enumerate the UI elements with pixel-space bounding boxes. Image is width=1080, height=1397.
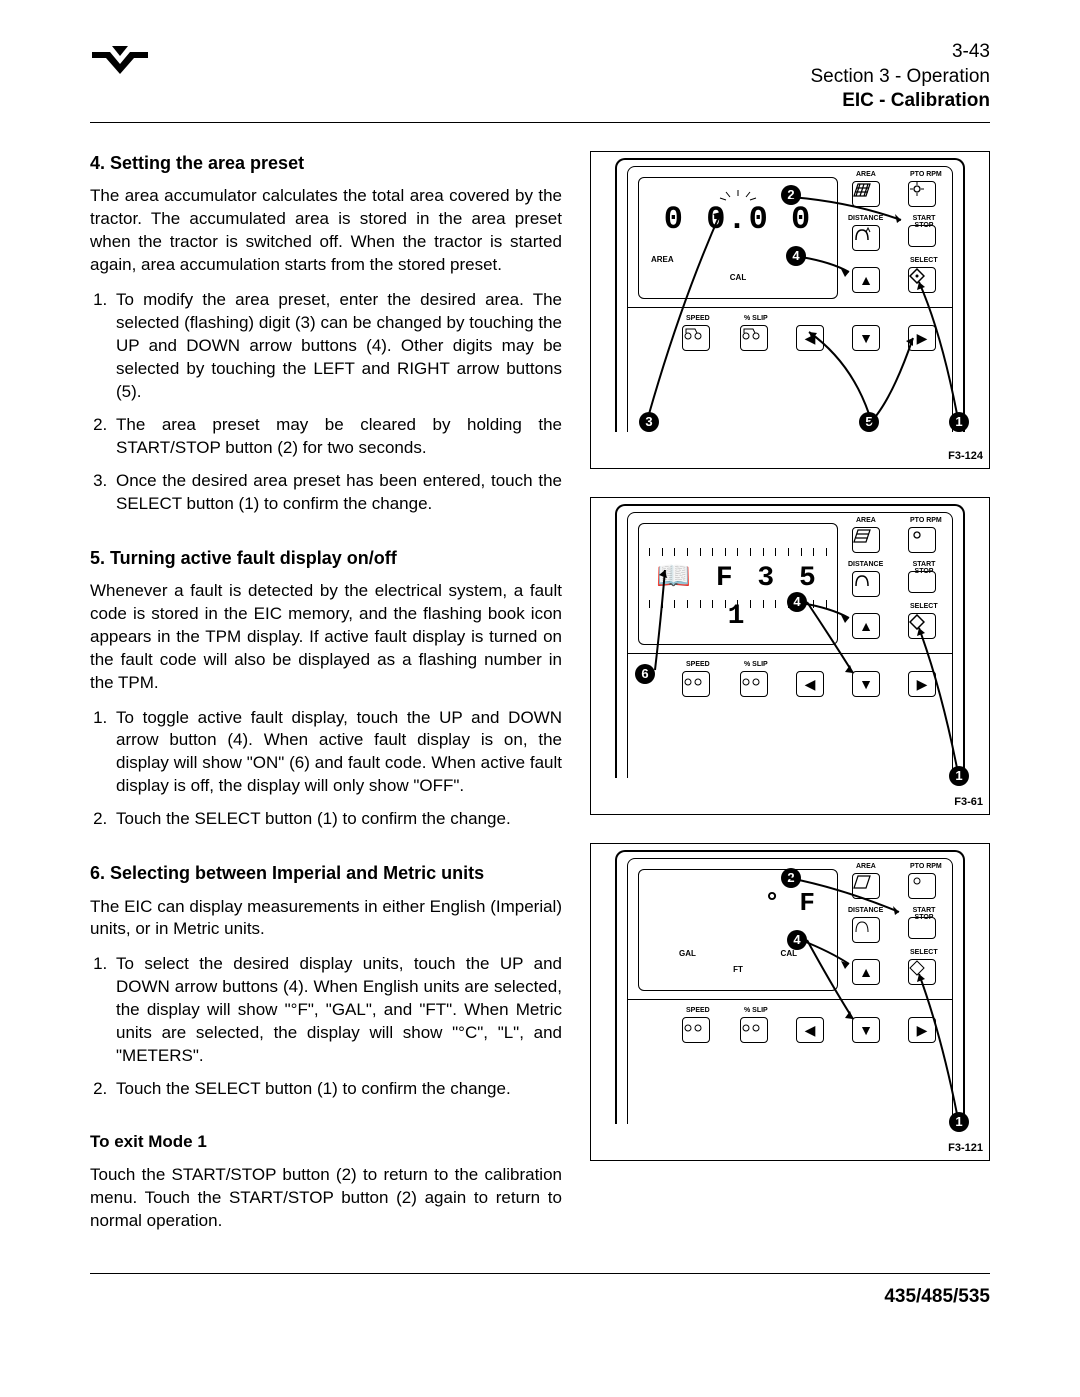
figure-caption: F3-61 xyxy=(954,795,983,810)
figure-caption: F3-124 xyxy=(948,449,983,464)
page-number: 3-43 xyxy=(810,40,990,65)
figure-caption: F3-121 xyxy=(948,1141,983,1156)
footer-model: 435/485/535 xyxy=(90,1284,990,1310)
list-item: To toggle active fault display, touch th… xyxy=(112,707,562,799)
figure-f3-121: ° F GAL CAL FT AREA PTO RPM DISTANCE STA… xyxy=(590,843,990,1161)
section4-intro: The area accumulator calculates the tota… xyxy=(90,185,562,277)
figure-f3-124: 0 0.0 0 AREA CAL AREA PTO RPM DISTANCE S… xyxy=(590,151,990,469)
pointer-lines xyxy=(591,498,991,816)
list-item: To select the desired display units, tou… xyxy=(112,953,562,1068)
exit-heading: To exit Mode 1 xyxy=(90,1131,562,1154)
section5-heading: 5. Turning active fault display on/off xyxy=(90,546,562,570)
section-name: Section 3 - Operation xyxy=(810,65,990,90)
section6-intro: The EIC can display measurements in eith… xyxy=(90,896,562,942)
rule-top xyxy=(90,122,990,123)
header: 3-43 Section 3 - Operation EIC - Calibra… xyxy=(90,40,990,114)
section6-steps: To select the desired display units, tou… xyxy=(90,953,562,1101)
exit-body: Touch the START/STOP button (2) to retur… xyxy=(90,1164,562,1233)
section4-heading: 4. Setting the area preset xyxy=(90,151,562,175)
page-title: EIC - Calibration xyxy=(810,89,990,114)
list-item: Once the desired area preset has been en… xyxy=(112,470,562,516)
list-item: Touch the SELECT button (1) to confirm t… xyxy=(112,808,562,831)
section5-intro: Whenever a fault is detected by the elec… xyxy=(90,580,562,695)
figure-column: 0 0.0 0 AREA CAL AREA PTO RPM DISTANCE S… xyxy=(590,151,990,1245)
list-item: To modify the area preset, enter the des… xyxy=(112,289,562,404)
logo xyxy=(90,40,150,87)
header-text: 3-43 Section 3 - Operation EIC - Calibra… xyxy=(810,40,990,114)
figure-f3-61: 📖 F 3 5 1 AREA PTO RPM DISTANCE STARTSTO… xyxy=(590,497,990,815)
list-item: Touch the SELECT button (1) to confirm t… xyxy=(112,1078,562,1101)
section5-steps: To toggle active fault display, touch th… xyxy=(90,707,562,832)
pointer-lines xyxy=(591,152,991,470)
text-column: 4. Setting the area preset The area accu… xyxy=(90,151,562,1245)
pointer-lines xyxy=(591,844,991,1162)
section4-steps: To modify the area preset, enter the des… xyxy=(90,289,562,515)
list-item: The area preset may be cleared by holdin… xyxy=(112,414,562,460)
rule-bottom xyxy=(90,1273,990,1274)
section6-heading: 6. Selecting between Imperial and Metric… xyxy=(90,861,562,885)
